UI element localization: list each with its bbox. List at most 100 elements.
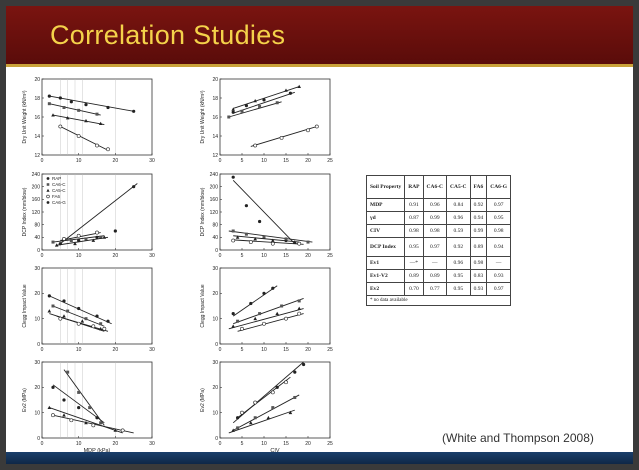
slide-title: Correlation Studies bbox=[50, 20, 286, 50]
table-cell: 0.98 bbox=[486, 224, 512, 238]
plot-frame bbox=[219, 361, 331, 439]
fit-line bbox=[49, 103, 101, 116]
data-point bbox=[91, 324, 96, 329]
y-tick-label: 20 bbox=[34, 385, 40, 391]
table-cell: — bbox=[422, 256, 448, 270]
table-row-label: Ev1 bbox=[365, 256, 406, 270]
x-tick-label: 20 bbox=[113, 253, 119, 259]
data-point bbox=[227, 115, 231, 119]
y-tick-label: 0 bbox=[37, 436, 40, 442]
data-point bbox=[95, 230, 99, 235]
data-point bbox=[231, 324, 235, 328]
y-tick-label: 200 bbox=[32, 184, 41, 190]
fit-line bbox=[232, 285, 278, 317]
table-cell: 0.94 bbox=[486, 237, 512, 257]
data-point bbox=[62, 314, 66, 318]
table-cell: 0.70 bbox=[404, 282, 424, 296]
x-tick-label: 20 bbox=[113, 158, 119, 164]
data-point bbox=[280, 304, 284, 308]
data-point bbox=[84, 103, 88, 107]
fit-line bbox=[49, 95, 134, 112]
data-point bbox=[58, 96, 62, 100]
fit-line bbox=[237, 376, 291, 419]
data-point bbox=[62, 413, 66, 417]
x-tick-label: 10 bbox=[76, 253, 82, 259]
data-point bbox=[62, 237, 66, 241]
legend-label: RAP bbox=[52, 176, 61, 181]
y-axis-label: Dry Unit Weight (kN/m³) bbox=[200, 90, 206, 143]
data-point bbox=[106, 105, 110, 110]
data-point bbox=[235, 235, 240, 239]
table-cell: 0.83 bbox=[469, 269, 488, 283]
x-tick-label: 10 bbox=[261, 347, 267, 353]
y-tick-label: 20 bbox=[34, 291, 40, 297]
data-point bbox=[84, 118, 88, 123]
data-point bbox=[284, 316, 288, 321]
table-cell: 0.99 bbox=[469, 224, 488, 238]
data-point bbox=[248, 240, 253, 244]
table-cell: 0.93 bbox=[469, 282, 488, 296]
data-point bbox=[77, 108, 81, 112]
table-cell: 0.59 bbox=[446, 224, 471, 238]
data-point bbox=[102, 326, 107, 331]
x-tick-label: 15 bbox=[283, 253, 289, 259]
data-point bbox=[47, 309, 52, 313]
data-point bbox=[80, 319, 85, 323]
x-tick-label: 5 bbox=[241, 441, 244, 447]
x-tick-label: 25 bbox=[327, 347, 333, 353]
data-point bbox=[95, 112, 99, 116]
data-point bbox=[297, 241, 302, 246]
slide: Correlation Studies 0 10 20 30 12 14 16 18 20 Dry… bbox=[6, 6, 633, 464]
data-point bbox=[297, 299, 301, 303]
table-cell: 0.89 bbox=[469, 237, 488, 257]
x-tick-label: 10 bbox=[261, 441, 267, 447]
data-point bbox=[288, 410, 293, 415]
data-point bbox=[240, 109, 244, 113]
fit-line bbox=[250, 126, 317, 147]
fit-line bbox=[228, 308, 304, 330]
data-point bbox=[271, 286, 275, 290]
y-tick-label: 120 bbox=[210, 210, 219, 216]
table-row: Ev1-V2 0.89 0.89 0.95 0.83 0.93 bbox=[365, 269, 512, 283]
data-point bbox=[231, 312, 235, 316]
data-point bbox=[262, 235, 266, 239]
table-header-row: Soil Property RAP CA6-C CA5-C FA6 CA6-G bbox=[365, 175, 512, 199]
fit-line bbox=[56, 236, 109, 246]
data-point bbox=[76, 321, 81, 326]
y-tick-label: 80 bbox=[212, 222, 218, 228]
fit-line bbox=[233, 239, 304, 245]
data-point bbox=[231, 175, 235, 179]
y-tick-label: 20 bbox=[212, 291, 218, 297]
table-row: DCP Index 0.95 0.97 0.92 0.89 0.94 bbox=[365, 237, 512, 257]
data-point bbox=[95, 143, 99, 148]
table-row-label: MDP bbox=[365, 198, 406, 212]
table-header-cell: Soil Property bbox=[365, 175, 406, 199]
table-cell: 0.95 bbox=[404, 237, 424, 257]
data-point bbox=[84, 237, 88, 241]
y-tick-label: 160 bbox=[32, 197, 41, 203]
data-point bbox=[302, 362, 306, 367]
data-point bbox=[47, 102, 51, 106]
table-cell: 0.95 bbox=[446, 282, 471, 296]
data-point bbox=[62, 106, 66, 109]
data-point bbox=[240, 326, 244, 331]
data-point bbox=[258, 312, 262, 316]
x-tick-label: 5 bbox=[241, 253, 244, 259]
table-cell: 0.98 bbox=[469, 256, 488, 270]
table-cell: 0.77 bbox=[422, 282, 448, 296]
fit-line bbox=[233, 91, 295, 114]
fit-line bbox=[228, 101, 282, 118]
legend-marker bbox=[46, 177, 50, 180]
legend-marker bbox=[46, 188, 50, 192]
x-tick-label: 0 bbox=[219, 158, 222, 164]
y-tick-label: 20 bbox=[34, 77, 40, 83]
data-point bbox=[306, 128, 310, 133]
y-tick-label: 80 bbox=[34, 222, 40, 228]
y-tick-label: 200 bbox=[210, 184, 219, 190]
x-tick-label: 30 bbox=[149, 347, 155, 353]
y-tick-label: 10 bbox=[34, 316, 40, 322]
table-cell: 0.87 bbox=[404, 211, 424, 225]
data-point bbox=[231, 107, 235, 111]
fit-line bbox=[232, 394, 300, 431]
table-cell: 0.96 bbox=[446, 211, 471, 225]
